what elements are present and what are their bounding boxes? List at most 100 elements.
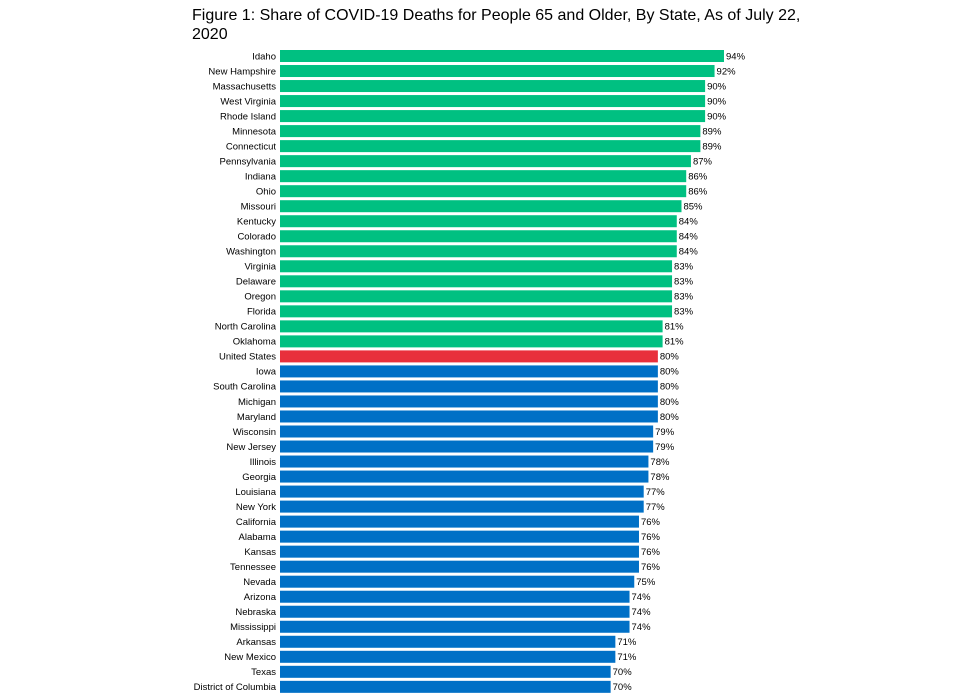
category-label: Louisiana [235, 487, 276, 498]
category-label: South Carolina [213, 382, 277, 393]
bar-colorado [280, 230, 677, 243]
bar-washington [280, 245, 677, 258]
category-label: New Mexico [224, 652, 276, 663]
category-label: California [236, 517, 277, 528]
value-label: 78% [650, 457, 670, 468]
value-label: 79% [655, 427, 675, 438]
category-label: Michigan [238, 397, 276, 408]
value-label: 77% [646, 487, 666, 498]
bar-tennessee [280, 560, 639, 573]
bar-nebraska [280, 605, 630, 618]
value-label: 80% [660, 397, 680, 408]
bar-west-virginia [280, 95, 706, 108]
category-label: Maryland [237, 412, 276, 423]
bar-new-mexico [280, 650, 616, 663]
value-label: 84% [679, 247, 699, 258]
bar-nevada [280, 575, 635, 588]
value-label: 80% [660, 412, 680, 423]
bar-arizona [280, 590, 630, 603]
value-labels: 94% 92% 90% 90% 90% 89% 89% 87% 86% 86% 85% 84% 84% 8… [613, 51, 746, 693]
value-label: 85% [683, 202, 703, 213]
category-label: Mississippi [230, 622, 276, 633]
bar-missouri [280, 200, 682, 213]
category-label: Arizona [244, 592, 277, 603]
value-label: 84% [679, 232, 699, 243]
category-label: Oklahoma [233, 337, 277, 348]
value-label: 76% [641, 517, 661, 528]
value-label: 89% [702, 126, 722, 137]
category-label: Washington [226, 247, 276, 258]
category-label: Indiana [245, 171, 277, 182]
bar-alabama [280, 530, 639, 543]
bars-layer [280, 50, 724, 693]
category-label: Missouri [241, 202, 276, 213]
bar-delaware [280, 275, 673, 288]
bar-rhode-island [280, 110, 706, 123]
category-label: Iowa [256, 367, 277, 378]
category-label: West Virginia [220, 96, 276, 107]
bar-connecticut [280, 140, 701, 153]
bar-district-of-columbia [280, 680, 611, 693]
category-label: Alabama [239, 532, 277, 543]
bar-united-states [280, 350, 658, 363]
bar-maryland [280, 410, 658, 423]
category-label: Connecticut [226, 141, 277, 152]
bar-north-carolina [280, 320, 663, 333]
bar-michigan [280, 395, 658, 408]
category-label: Texas [251, 667, 276, 678]
category-label: Illinois [250, 457, 277, 468]
category-label: New York [236, 502, 276, 513]
bar-pennsylvania [280, 155, 691, 168]
value-label: 74% [632, 607, 652, 618]
value-label: 71% [617, 652, 637, 663]
category-label: Massachusetts [213, 81, 277, 92]
value-label: 76% [641, 547, 661, 558]
category-label: Delaware [236, 277, 276, 288]
bar-california [280, 515, 639, 528]
bar-oklahoma [280, 335, 663, 348]
bar-oregon [280, 290, 673, 303]
value-label: 80% [660, 352, 680, 363]
category-label: United States [219, 352, 276, 363]
value-label: 94% [726, 51, 746, 62]
value-label: 74% [632, 592, 652, 603]
value-label: 84% [679, 217, 699, 228]
bar-illinois [280, 455, 649, 468]
value-label: 75% [636, 577, 656, 588]
bar-virginia [280, 260, 673, 273]
value-label: 83% [674, 262, 694, 273]
category-label: Tennessee [230, 562, 276, 573]
category-labels: Idaho New Hampshire Massachusetts West Virg… [194, 51, 277, 693]
value-label: 79% [655, 442, 675, 453]
value-label: 90% [707, 96, 727, 107]
value-label: 80% [660, 382, 680, 393]
chart-title: Figure 1: Share of COVID-19 Deaths for P… [192, 7, 801, 43]
category-label: New Jersey [226, 442, 276, 453]
value-label: 74% [632, 622, 652, 633]
value-label: 76% [641, 532, 661, 543]
bar-texas [280, 665, 611, 678]
value-label: 87% [693, 156, 713, 167]
bar-louisiana [280, 485, 644, 498]
category-label: Minnesota [232, 126, 277, 137]
category-label: Arkansas [236, 637, 276, 648]
category-label: Florida [247, 307, 277, 318]
value-label: 70% [613, 667, 633, 678]
value-label: 83% [674, 292, 694, 303]
bar-new-york [280, 500, 644, 513]
bar-kentucky [280, 215, 677, 228]
value-label: 86% [688, 186, 708, 197]
bar-south-carolina [280, 380, 658, 393]
category-label: Nebraska [235, 607, 276, 618]
value-label: 81% [665, 337, 685, 348]
category-label: North Carolina [215, 322, 277, 333]
value-label: 90% [707, 81, 727, 92]
category-label: Ohio [256, 186, 276, 197]
bar-wisconsin [280, 425, 654, 438]
value-label: 76% [641, 562, 661, 573]
bar-indiana [280, 170, 687, 183]
value-label: 70% [613, 682, 633, 693]
bar-minnesota [280, 125, 701, 138]
category-label: Georgia [242, 472, 277, 483]
